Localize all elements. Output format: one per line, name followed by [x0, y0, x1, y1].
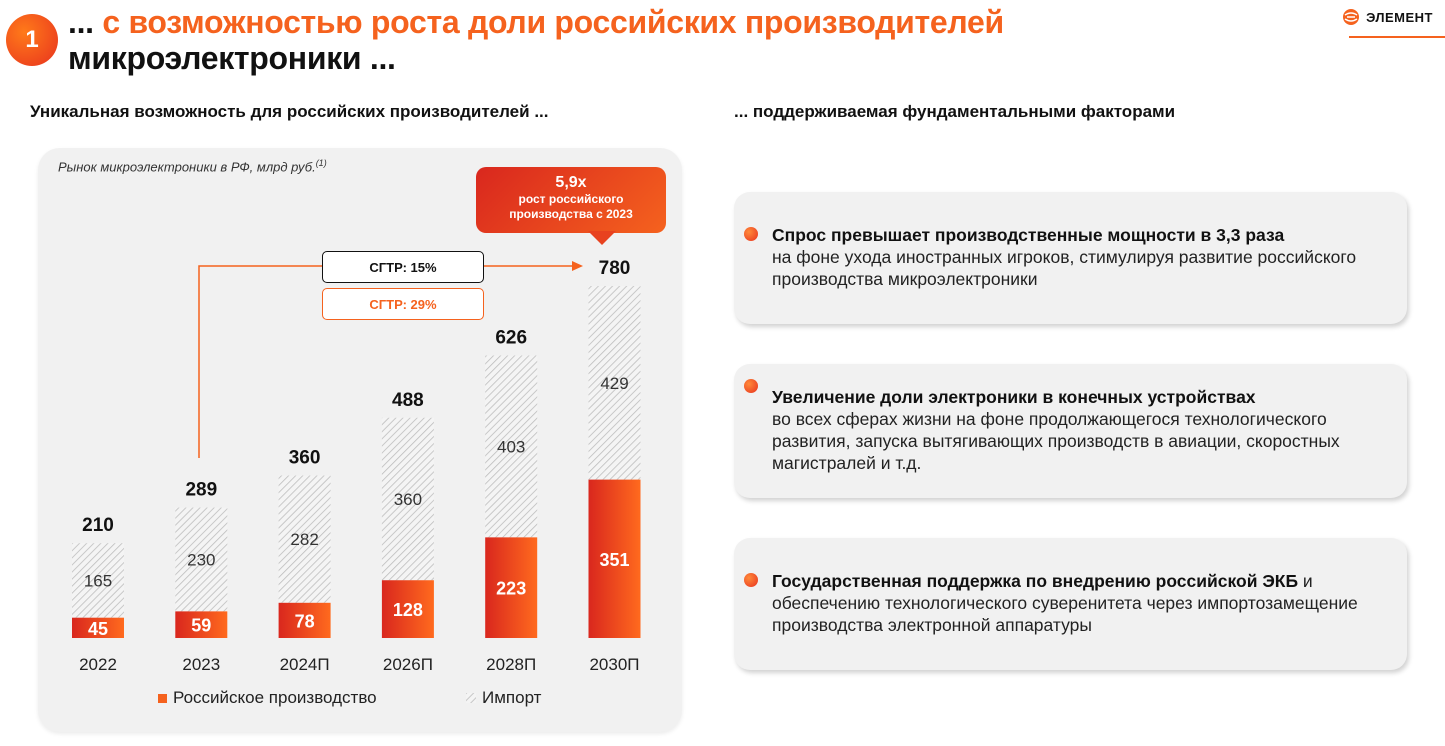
bar-russian-2026П: [381, 580, 434, 638]
factor-rest: на фоне ухода иностранных игроков, стиму…: [772, 247, 1357, 289]
x-tick-2022: 2022: [79, 655, 117, 674]
factor-rest: и обеспечению технологического суверенит…: [772, 571, 1358, 635]
factor-bold: Увеличение доли электроники в конечных у…: [772, 387, 1256, 407]
title-prefix: ...: [68, 4, 94, 40]
cagr-connector-line: [198, 265, 322, 458]
callout-line1: рост российского: [518, 192, 624, 206]
label-import-2023: 230: [187, 550, 215, 569]
bar-import-2022: [72, 543, 124, 618]
legend-russian-swatch: [158, 693, 167, 703]
bullet-dot-icon: [744, 227, 758, 241]
label-total-2028П: 626: [495, 327, 527, 348]
x-tick-2023: 2023: [182, 655, 220, 674]
label-russian-2022: 45: [88, 619, 108, 639]
left-subtitle: Уникальная возможность для российских пр…: [30, 102, 549, 121]
label-russian-2026П: 128: [393, 600, 423, 620]
bar-russian-2028П: [485, 537, 538, 638]
slide-number-badge: 1: [6, 14, 58, 66]
x-tick-2024П: 2024П: [280, 655, 330, 674]
factor-text: Государственная поддержка по внедрению р…: [772, 570, 1387, 636]
label-import-2028П: 403: [497, 437, 525, 456]
chart-panel: [38, 148, 682, 732]
bar-russian-2030П: [588, 479, 641, 638]
bullet-dot-icon: [744, 573, 758, 587]
logo-underline: [1349, 36, 1445, 38]
factor-card-state-support: Государственная поддержка по внедрению р…: [734, 538, 1407, 670]
factor-bold: Спрос превышает производственные мощност…: [772, 225, 1285, 245]
cagr-russian-box: СГТР: 29%: [322, 288, 484, 320]
bar-import-2023: [175, 507, 228, 612]
factor-rest: во всех сферах жизни на фоне продолжающе…: [772, 409, 1340, 473]
legend-russian-label: Российское производство: [173, 688, 377, 707]
bar-import-2028П: [485, 355, 538, 538]
growth-callout: 5,9x рост российского производства с 202…: [476, 167, 666, 233]
bar-russian-2022: [72, 617, 124, 638]
title-orange: с возможностью роста доли российских про…: [102, 4, 1004, 40]
label-import-2022: 165: [84, 571, 112, 590]
x-tick-2030П: 2030П: [589, 655, 639, 674]
x-tick-2028П: 2028П: [486, 655, 536, 674]
factor-text: Спрос превышает производственные мощност…: [772, 224, 1387, 290]
label-russian-2030П: 351: [599, 550, 629, 570]
page-title: ... с возможностью роста доли российских…: [68, 4, 1004, 76]
element-logo-icon: [1343, 9, 1360, 25]
label-russian-2024П: 78: [295, 611, 315, 631]
title-line2: микроэлектроники ...: [68, 40, 396, 76]
legend-import: Импорт: [466, 688, 541, 708]
label-russian-2023: 59: [191, 616, 211, 636]
label-total-2026П: 488: [392, 390, 424, 411]
bullet-dot-icon: [744, 379, 758, 393]
callout-pointer: [588, 231, 616, 245]
bar-russian-2023: [175, 611, 228, 638]
factor-bold: Государственная поддержка по внедрению р…: [772, 571, 1299, 591]
cagr-arrowhead-icon: [572, 261, 583, 271]
bar-russian-2024П: [278, 602, 331, 638]
label-import-2030П: 429: [600, 374, 628, 393]
stacked-bar-chart: 165 45 210 2022 230 59 289 2023 282 78 360 2024П 360…: [72, 258, 641, 674]
label-total-2023: 289: [185, 480, 217, 501]
legend-import-swatch: [466, 693, 476, 703]
label-total-2024П: 360: [289, 448, 321, 469]
factor-text: Увеличение доли электроники в конечных у…: [772, 386, 1387, 474]
cagr-total-box: СГТР: 15%: [322, 251, 484, 283]
callout-multiplier: 5,9x: [555, 174, 587, 191]
legend-import-label: Импорт: [482, 688, 542, 707]
label-russian-2028П: 223: [496, 579, 526, 599]
bar-import-2024П: [278, 475, 331, 603]
label-import-2026П: 360: [394, 490, 422, 509]
x-tick-2026П: 2026П: [383, 655, 433, 674]
callout-line2: производства с 2023: [509, 207, 633, 221]
label-import-2024П: 282: [290, 530, 318, 549]
chart-caption: Рынок микроэлектроники в РФ, млрд руб.(1…: [58, 158, 327, 175]
bar-import-2030П: [588, 286, 641, 480]
right-subtitle: ... поддерживаемая фундаментальными факт…: [734, 102, 1176, 121]
factor-card-demand: Спрос превышает производственные мощност…: [734, 192, 1407, 324]
legend-russian: Российское производство: [158, 688, 377, 708]
logo-text: ЭЛЕМЕНТ: [1366, 9, 1433, 25]
label-total-2022: 210: [82, 515, 114, 536]
label-total-2030П: 780: [599, 258, 631, 279]
bar-import-2026П: [381, 417, 434, 581]
company-logo: ЭЛЕМЕНТ: [1342, 8, 1433, 26]
factor-card-electronics-share: Увеличение доли электроники в конечных у…: [734, 364, 1407, 498]
